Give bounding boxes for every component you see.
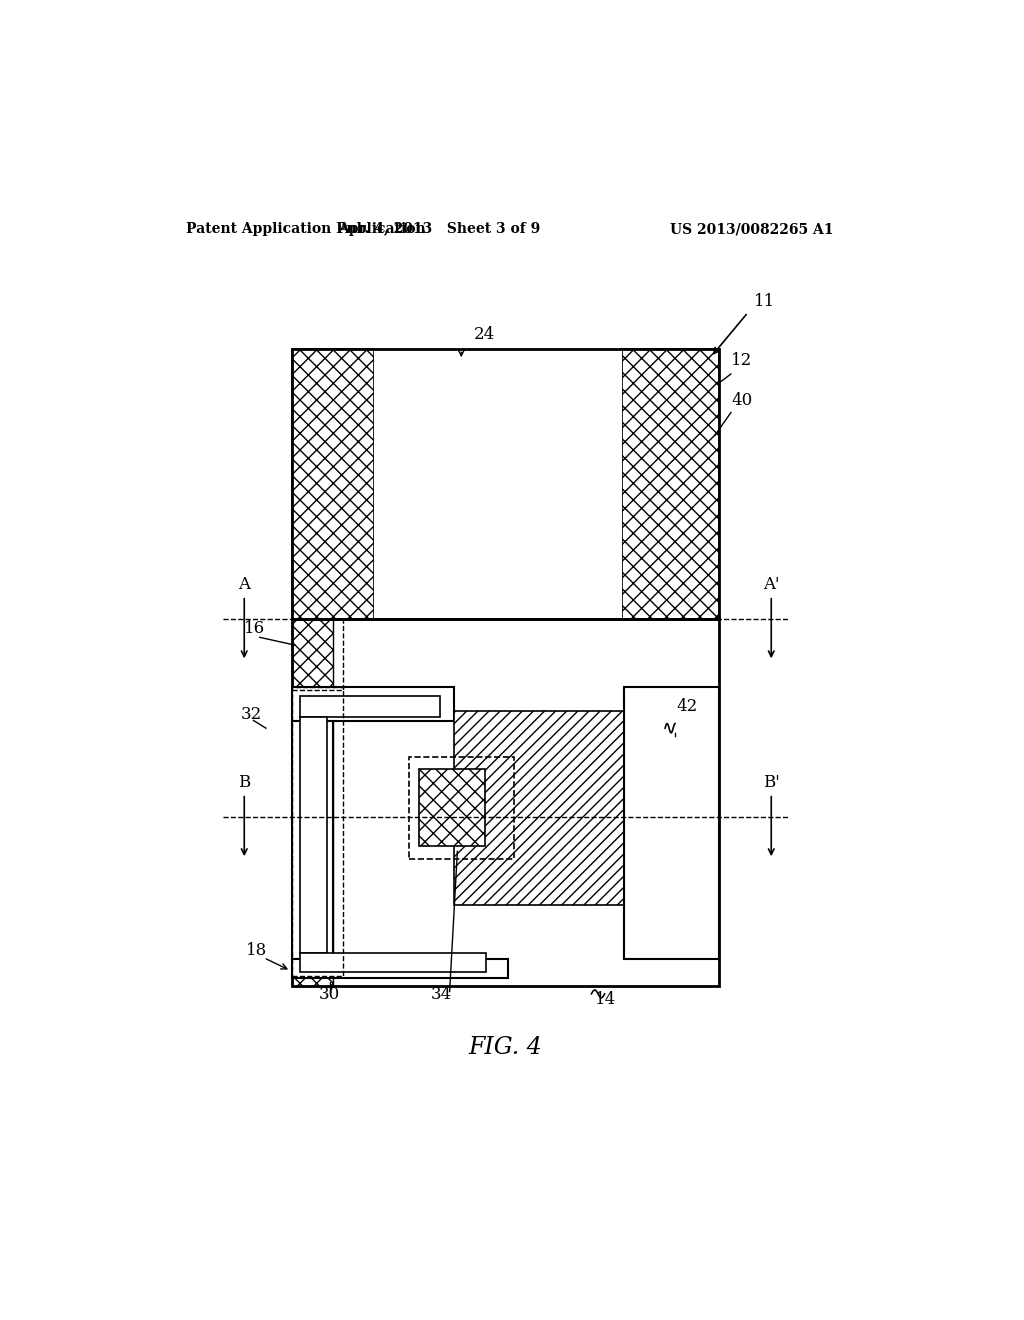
Text: 18: 18 xyxy=(246,942,267,960)
Text: 32: 32 xyxy=(241,706,261,723)
Bar xyxy=(300,953,486,973)
Text: 11: 11 xyxy=(755,293,775,310)
Text: A': A' xyxy=(763,576,779,593)
Bar xyxy=(292,350,719,619)
Text: A: A xyxy=(239,576,250,593)
Text: FIG. 4: FIG. 4 xyxy=(469,1036,543,1059)
Bar xyxy=(292,350,375,619)
Text: 40: 40 xyxy=(731,392,753,409)
Text: 42: 42 xyxy=(677,698,698,715)
Bar xyxy=(292,350,719,619)
Bar xyxy=(292,619,719,986)
Bar xyxy=(300,717,328,953)
Text: 30: 30 xyxy=(318,986,340,1003)
Bar xyxy=(292,960,508,978)
Bar xyxy=(375,350,623,619)
Text: Patent Application Publication: Patent Application Publication xyxy=(186,222,426,236)
Bar xyxy=(292,686,454,721)
Bar xyxy=(410,758,514,859)
Bar xyxy=(300,696,439,717)
Bar xyxy=(292,619,334,986)
Text: B': B' xyxy=(763,774,779,791)
Text: 12: 12 xyxy=(731,351,753,368)
Text: Apr. 4, 2013   Sheet 3 of 9: Apr. 4, 2013 Sheet 3 of 9 xyxy=(338,222,541,236)
Text: 34: 34 xyxy=(431,986,453,1003)
Bar xyxy=(454,711,624,906)
Bar xyxy=(624,686,719,960)
Bar xyxy=(292,619,719,986)
Bar xyxy=(623,350,719,619)
Bar xyxy=(292,619,343,689)
Text: 24: 24 xyxy=(474,326,496,343)
Text: 14: 14 xyxy=(595,991,615,1008)
Bar xyxy=(419,770,484,846)
Text: 16: 16 xyxy=(245,620,265,638)
Bar xyxy=(292,721,334,960)
Bar xyxy=(292,686,343,977)
Text: B: B xyxy=(239,774,251,791)
Text: US 2013/0082265 A1: US 2013/0082265 A1 xyxy=(671,222,834,236)
